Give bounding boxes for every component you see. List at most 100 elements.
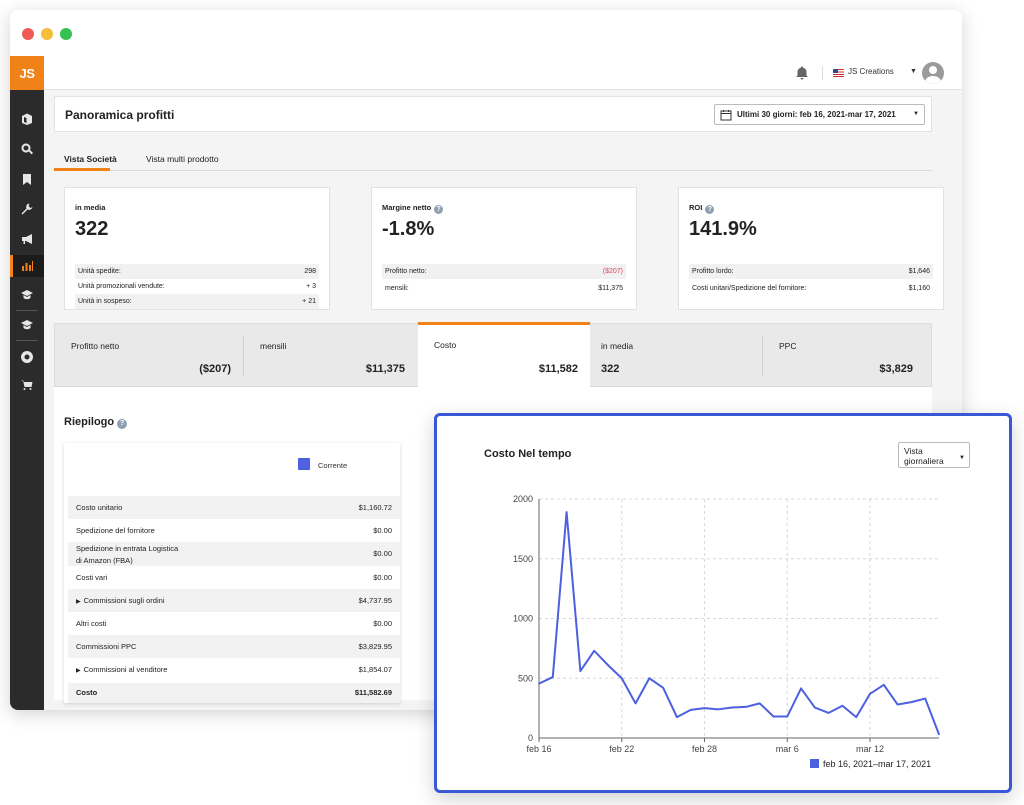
kpi-row: mensili: $11,375 [382, 281, 626, 296]
kpi-row: Profitto netto: ($207) [382, 264, 626, 279]
kpi-row-label: Unità in sospeso: [78, 298, 132, 305]
minimize-window-button[interactable] [41, 28, 53, 40]
megaphone-icon[interactable] [10, 228, 44, 250]
table-row: Commissioni PPC $3,829.95 [68, 635, 400, 658]
kpi-row-value: + 3 [306, 283, 316, 290]
expand-triangle-icon[interactable]: ▶ [76, 668, 81, 674]
kpi-value: -1.8% [382, 218, 435, 240]
table-row: Spedizione in entrata Logistica di Amazon… [68, 542, 400, 566]
account-name[interactable]: JS Creations [848, 67, 894, 76]
data-point [938, 733, 940, 736]
help-icon[interactable]: ? [705, 205, 715, 214]
summary-tab-profitto-netto[interactable]: Profitto netto ($207) [55, 324, 243, 386]
summary-tab-mensili[interactable]: mensili $11,375 [244, 324, 417, 386]
aperture-icon[interactable] [10, 346, 44, 368]
window-titlebar [10, 10, 962, 56]
summary-tab-ppc[interactable]: PPC $3,829 [763, 324, 931, 386]
kpi-row-label: mensili: [385, 285, 409, 292]
line-chart: 0 500 1000 1500 2000 feb 16 feb 22 feb 28 mar 6 m… [513, 494, 940, 769]
view-select[interactable]: Vista giornaliera ▼ [898, 442, 970, 468]
kpi-row-label: Unità spedite: [78, 268, 121, 275]
cart-icon[interactable] [10, 374, 44, 396]
kpi-row: Costi unitari/Spedizione del fornitore: $… [689, 281, 933, 296]
legend-label: feb 16, 2021–mar 17, 2021 [823, 759, 931, 769]
sidebar-divider [16, 340, 38, 341]
data-point [855, 716, 858, 718]
summary-separator [762, 336, 763, 376]
wrench-icon[interactable] [10, 198, 44, 220]
graduation-cap-icon[interactable] [10, 284, 44, 306]
topbar: JS Creations ▼ [44, 56, 962, 90]
table-row: Costo unitario $1,160.72 [68, 496, 400, 519]
tab-vista-multi-prodotto[interactable]: Vista multi prodotto [146, 154, 219, 164]
legend-swatch [810, 759, 819, 768]
row-value: $1,160.72 [358, 503, 392, 512]
active-tab-indicator [54, 168, 110, 171]
kpi-card-roi: ROI? 141.9% Profitto lordo: $1,646 Costi … [678, 187, 944, 310]
expandable-row-commissioni-venditore[interactable]: ▶ Commissioni al venditore $1,854.07 [68, 658, 400, 681]
summary-value: $3,829 [879, 363, 913, 375]
kpi-label: Margine netto? [382, 203, 444, 214]
data-point [676, 716, 678, 718]
avatar[interactable] [922, 62, 944, 84]
section-title-text: Riepilogo [64, 416, 115, 428]
x-tick-label: feb 16 [526, 744, 551, 754]
series-line [538, 511, 940, 735]
summary-value: $11,582 [538, 363, 578, 375]
table-row: Altri costi $0.00 [68, 612, 400, 635]
kpi-label-text: Margine netto [382, 203, 432, 212]
data-point [731, 706, 733, 709]
data-point [717, 708, 720, 711]
bar-chart-icon[interactable] [10, 255, 44, 277]
data-point [538, 682, 540, 685]
row-label-line2: di Amazon (FBA) [76, 556, 133, 565]
kpi-row: Unità in sospeso: + 21 [75, 294, 319, 309]
chevron-down-icon: ▼ [959, 455, 965, 461]
page-title: Panoramica profitti [65, 108, 175, 122]
expand-triangle-icon[interactable]: ▶ [76, 599, 81, 605]
row-value: $1,854.07 [358, 665, 392, 674]
summary-tab-costo[interactable]: Costo $11,582 [418, 322, 590, 387]
row-value: $3,829.95 [358, 642, 392, 651]
y-tick-label: 1500 [513, 554, 533, 564]
date-range-picker[interactable]: Ultimi 30 giorni: feb 16, 2021-mar 17, 2… [714, 104, 925, 125]
logo[interactable]: JS [10, 56, 44, 90]
chevron-down-icon[interactable]: ▼ [910, 68, 917, 75]
row-value: $0.00 [373, 549, 392, 558]
tab-vista-societa[interactable]: Vista Società [64, 154, 117, 164]
kpi-value: 322 [75, 218, 109, 240]
maximize-window-button[interactable] [60, 28, 72, 40]
kpi-row: Unità spedite: 298 [75, 264, 319, 279]
help-icon[interactable]: ? [434, 205, 444, 214]
data-point [745, 706, 747, 708]
bell-icon[interactable] [794, 65, 810, 81]
data-point [634, 702, 637, 705]
help-icon[interactable]: ? [117, 419, 128, 429]
select-line-1: Vista [904, 446, 923, 456]
bookmark-icon[interactable] [10, 168, 44, 190]
row-label: Spedizione del fornitore [76, 526, 155, 535]
sidebar-divider [16, 310, 38, 311]
row-label: Commissioni al venditore [83, 665, 168, 674]
graduation-cap-icon[interactable] [10, 314, 44, 336]
riepilogo-table: Corrente Costo unitario $1,160.72 Spedizi… [64, 443, 400, 703]
row-value: $0.00 [373, 573, 392, 582]
topbar-divider [822, 66, 823, 80]
summary-label: in media [601, 341, 634, 351]
close-window-button[interactable] [22, 28, 34, 40]
data-point [607, 664, 609, 666]
summary-label: mensili [260, 341, 287, 351]
row-label: Spedizione in entrata Logistica [76, 544, 179, 553]
kpi-row-label: Costi unitari/Spedizione del fornitore: [692, 285, 807, 292]
table-row: Costi vari $0.00 [68, 566, 400, 589]
row-label: Costi vari [76, 573, 108, 582]
x-tick-label: mar 6 [776, 744, 799, 754]
data-point [841, 704, 844, 707]
box-icon[interactable] [10, 108, 44, 130]
summary-tab-in-media[interactable]: in media 322 [590, 324, 762, 386]
header-card: Panoramica profitti Ultimi 30 giorni: fe… [54, 96, 932, 132]
row-label: Costo [76, 688, 98, 697]
search-icon[interactable] [10, 138, 44, 160]
kpi-row-value: $11,375 [598, 285, 623, 292]
expandable-row-commissioni-ordini[interactable]: ▶ Commissioni sugli ordini $4,737.95 [68, 589, 400, 612]
